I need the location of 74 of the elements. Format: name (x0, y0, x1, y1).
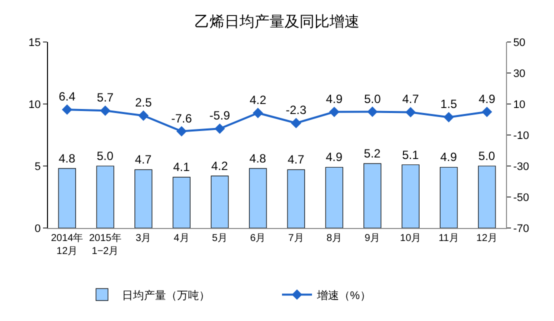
data-label: -7.6 (171, 111, 192, 126)
bar (96, 166, 114, 228)
data-label: 5.7 (96, 90, 114, 105)
data-label: 4.8 (249, 151, 266, 166)
y-tick-label: 5 (34, 160, 41, 173)
x-tick-label: 5月 (212, 233, 228, 244)
data-label: 5.0 (478, 149, 496, 163)
x-tick-label: 9月 (364, 233, 380, 244)
bar (134, 169, 152, 228)
data-label: 4.9 (478, 92, 496, 106)
data-label: 5.2 (364, 146, 381, 161)
x-tick-label: 11月 (438, 233, 459, 244)
x-tick-label: 7月 (288, 233, 304, 244)
x-tick-label: 8月 (326, 233, 342, 244)
point (367, 106, 378, 117)
data-label: 4.1 (173, 160, 190, 174)
data-label: 4.2 (211, 158, 228, 173)
point (176, 126, 187, 136)
y-tick-label: 0 (34, 222, 41, 235)
data-label: 2.5 (135, 96, 152, 110)
bar (58, 168, 76, 228)
point (138, 110, 149, 121)
x-tick-label: 12月 (476, 233, 498, 244)
y2-tick-label: -10 (513, 130, 530, 142)
data-label: 4.7 (134, 152, 152, 167)
bar (364, 163, 382, 228)
y-tick-label: 15 (28, 36, 41, 49)
data-label: 5.1 (402, 148, 420, 162)
data-label: 4.9 (326, 150, 343, 164)
data-label: 5.0 (364, 92, 382, 106)
x-tick-label: 10月 (400, 233, 422, 244)
x-tick-label: 3月 (136, 233, 152, 244)
data-label: 4.7 (288, 152, 305, 167)
x-tick-label: 2014年 12月 (50, 232, 84, 257)
legend-label: 增速（%） (316, 288, 371, 302)
data-label: -5.9 (209, 108, 230, 123)
data-label: 4.2 (250, 92, 267, 107)
point (329, 106, 340, 118)
x-tick-label: 4月 (174, 233, 190, 244)
point (405, 107, 416, 118)
bar (172, 176, 190, 228)
point (100, 105, 110, 116)
data-label: 4.8 (58, 151, 76, 166)
point (252, 108, 264, 118)
data-label: 4.9 (440, 150, 458, 164)
y-tick-label: 10 (28, 98, 41, 111)
bar (440, 166, 458, 228)
bar (325, 166, 344, 228)
bar (478, 166, 496, 228)
data-label: 4.7 (402, 92, 420, 106)
point (444, 112, 454, 122)
point (62, 104, 72, 115)
y2-tick-label: -30 (513, 160, 530, 173)
point (290, 118, 302, 128)
bar (210, 176, 229, 228)
y2-tick-label: 10 (513, 98, 526, 111)
y2-tick-label: 30 (513, 68, 526, 80)
y2-tick-label: -50 (513, 192, 530, 204)
bar (287, 169, 305, 228)
data-label: 1.5 (440, 97, 458, 112)
y2-tick-label: 50 (513, 36, 526, 49)
data-label: 6.4 (58, 90, 76, 104)
y2-tick-label: -70 (513, 222, 530, 235)
bar (249, 168, 267, 228)
data-label: 4.9 (326, 92, 343, 106)
x-tick-label: 6月 (250, 233, 266, 244)
point (214, 123, 225, 134)
legend-label: 日均产量（万吨） (122, 288, 210, 302)
data-label: -2.3 (286, 103, 307, 118)
point (482, 106, 492, 118)
bar (402, 164, 420, 228)
chart-title: 乙烯日均产量及同比增速 (194, 14, 360, 31)
data-label: 5.0 (96, 149, 114, 163)
x-tick-label: 2015年 1−2月 (89, 232, 122, 257)
